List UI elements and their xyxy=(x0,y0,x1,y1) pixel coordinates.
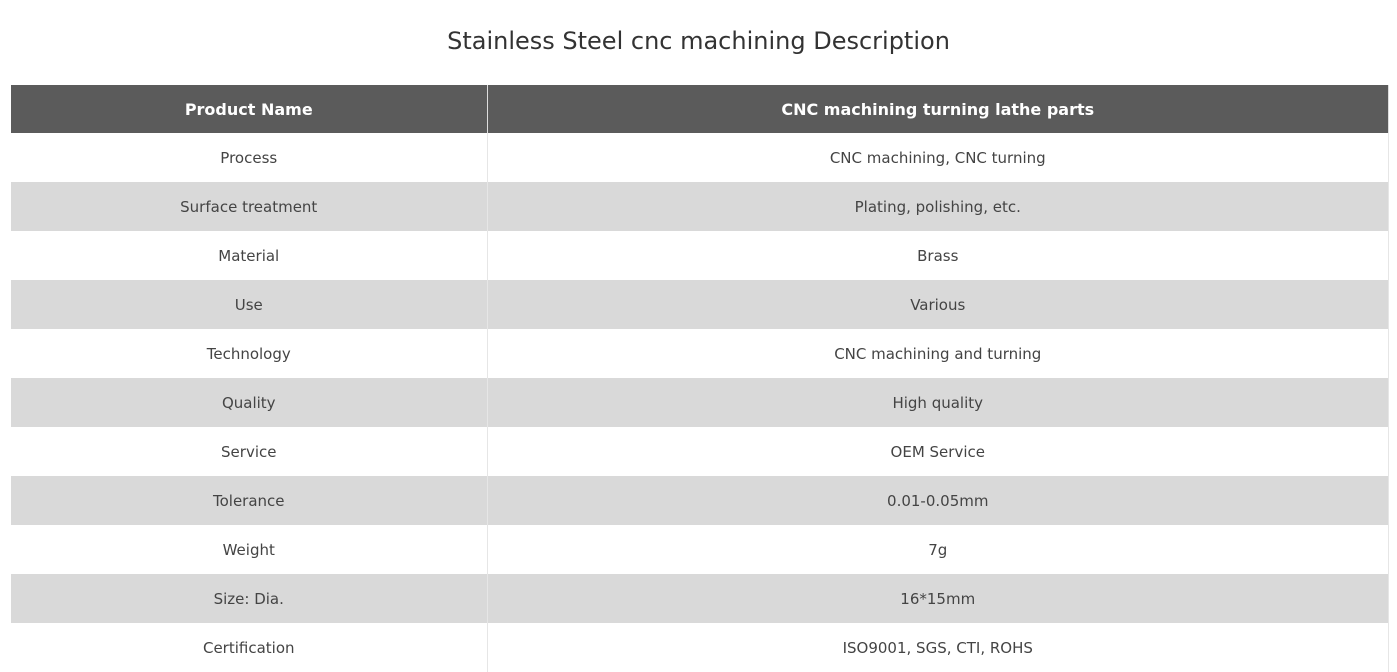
column-header: CNC machining turning lathe parts xyxy=(487,85,1389,133)
table-row: Certification ISO9001, SGS, CTI, ROHS xyxy=(11,623,1389,672)
cell: Process xyxy=(11,133,488,182)
table-row: Use Various xyxy=(11,280,1389,329)
cell: 7g xyxy=(487,525,1389,574)
cell: CNC machining and turning xyxy=(487,329,1389,378)
cell: Technology xyxy=(11,329,488,378)
table-row: Process CNC machining, CNC turning xyxy=(11,133,1389,182)
cell: Weight xyxy=(11,525,488,574)
cell: Plating, polishing, etc. xyxy=(487,182,1389,231)
cell: Use xyxy=(11,280,488,329)
cell: OEM Service xyxy=(487,427,1389,476)
cell: Size: Dia. xyxy=(11,574,488,623)
cell: Quality xyxy=(11,378,488,427)
table-row: Surface treatment Plating, polishing, etc… xyxy=(11,182,1389,231)
cell: High quality xyxy=(487,378,1389,427)
cell: 0.01-0.05mm xyxy=(487,476,1389,525)
cell: Surface treatment xyxy=(11,182,488,231)
table-row: Technology CNC machining and turning xyxy=(11,329,1389,378)
table-head: Product Name CNC machining turning lathe … xyxy=(11,85,1389,133)
table-row: Material Brass xyxy=(11,231,1389,280)
cell: Tolerance xyxy=(11,476,488,525)
title: Stainless Steel cnc machining Descriptio… xyxy=(447,27,950,55)
spec-table: Product Name CNC machining turning lathe … xyxy=(11,85,1389,672)
table-row: Weight 7g xyxy=(11,525,1389,574)
table-row: Size: Dia. 16*15mm xyxy=(11,574,1389,623)
table-row: Tolerance 0.01-0.05mm xyxy=(11,476,1389,525)
header-row: Product Name CNC machining turning lathe … xyxy=(11,85,1389,133)
cell: Brass xyxy=(487,231,1389,280)
cell: ISO9001, SGS, CTI, ROHS xyxy=(487,623,1389,672)
cell: Certification xyxy=(11,623,488,672)
cell: CNC machining, CNC turning xyxy=(487,133,1389,182)
table-body: Process CNC machining, CNC turning Surface… xyxy=(11,133,1389,672)
table-row: Service OEM Service xyxy=(11,427,1389,476)
cell: 16*15mm xyxy=(487,574,1389,623)
column-header: Product Name xyxy=(11,85,488,133)
cell: Service xyxy=(11,427,488,476)
cell: Material xyxy=(11,231,488,280)
table-row: Quality High quality xyxy=(11,378,1389,427)
cell: Various xyxy=(487,280,1389,329)
